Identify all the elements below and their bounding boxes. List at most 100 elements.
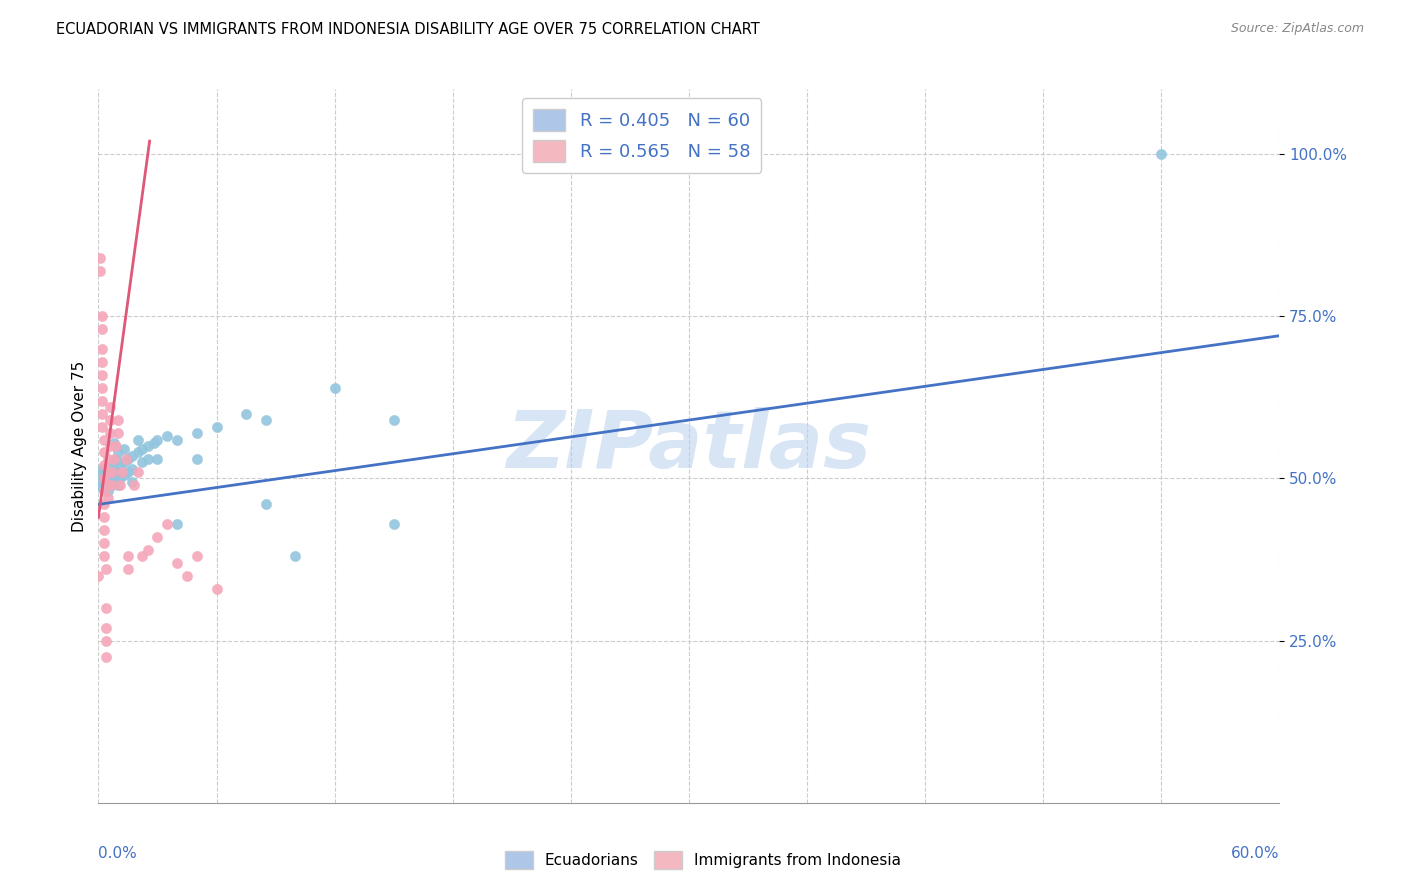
Point — [93, 445, 115, 459]
Point — [136, 452, 159, 467]
Point — [142, 435, 165, 450]
Point — [166, 433, 188, 447]
Point — [111, 465, 134, 479]
Point — [115, 452, 138, 467]
Point — [107, 425, 129, 440]
Point — [131, 549, 153, 564]
Point — [101, 465, 124, 479]
Text: ECUADORIAN VS IMMIGRANTS FROM INDONESIA DISABILITY AGE OVER 75 CORRELATION CHART: ECUADORIAN VS IMMIGRANTS FROM INDONESIA … — [56, 22, 761, 37]
Legend: R = 0.405   N = 60, R = 0.565   N = 58: R = 0.405 N = 60, R = 0.565 N = 58 — [522, 98, 761, 173]
Point — [254, 413, 277, 427]
Point — [136, 542, 159, 557]
Point — [93, 536, 115, 550]
Point — [127, 445, 149, 459]
Point — [101, 471, 124, 485]
Point — [146, 433, 169, 447]
Point — [93, 484, 115, 499]
Point — [146, 530, 169, 544]
Point — [117, 549, 139, 564]
Point — [107, 445, 129, 459]
Point — [91, 461, 114, 475]
Point — [103, 435, 125, 450]
Point — [98, 413, 121, 427]
Point — [87, 568, 110, 582]
Point — [103, 452, 125, 467]
Point — [186, 425, 208, 440]
Text: ZIPatlas: ZIPatlas — [506, 407, 872, 485]
Point — [93, 471, 115, 485]
Point — [91, 393, 114, 408]
Point — [101, 478, 124, 492]
Legend: Ecuadorians, Immigrants from Indonesia: Ecuadorians, Immigrants from Indonesia — [499, 845, 907, 875]
Point — [97, 465, 120, 479]
Point — [97, 465, 120, 479]
Point — [105, 439, 128, 453]
Y-axis label: Disability Age Over 75: Disability Age Over 75 — [72, 360, 87, 532]
Point — [93, 433, 115, 447]
Point — [89, 251, 111, 265]
Point — [103, 455, 125, 469]
Point — [108, 478, 131, 492]
Point — [121, 475, 143, 489]
Point — [131, 455, 153, 469]
Point — [105, 452, 128, 467]
Point — [117, 465, 139, 479]
Point — [91, 354, 114, 368]
Point — [98, 400, 121, 414]
Point — [96, 649, 118, 664]
Point — [166, 516, 188, 531]
Point — [254, 497, 277, 511]
Point — [284, 549, 307, 564]
Point — [205, 582, 228, 596]
Point — [96, 562, 118, 576]
Point — [166, 556, 188, 570]
Point — [108, 471, 131, 485]
Point — [91, 419, 114, 434]
Point — [97, 452, 120, 467]
Point — [122, 478, 145, 492]
Point — [93, 471, 115, 485]
Point — [117, 452, 139, 467]
Point — [96, 475, 118, 489]
Point — [91, 322, 114, 336]
Point — [98, 468, 121, 483]
Point — [96, 633, 118, 648]
Point — [93, 478, 115, 492]
Point — [382, 516, 405, 531]
Point — [136, 439, 159, 453]
Point — [93, 549, 115, 564]
Point — [103, 468, 125, 483]
Point — [105, 471, 128, 485]
Point — [91, 368, 114, 382]
Point — [235, 407, 257, 421]
Point — [107, 465, 129, 479]
Text: Source: ZipAtlas.com: Source: ZipAtlas.com — [1230, 22, 1364, 36]
Point — [98, 475, 121, 489]
Point — [107, 478, 129, 492]
Point — [91, 381, 114, 395]
Point — [93, 497, 115, 511]
Point — [97, 491, 120, 505]
Point — [91, 407, 114, 421]
Point — [93, 510, 115, 524]
Point — [112, 442, 135, 457]
Point — [96, 601, 118, 615]
Point — [101, 478, 124, 492]
Point — [127, 465, 149, 479]
Point — [91, 310, 114, 324]
Text: 60.0%: 60.0% — [1232, 846, 1279, 861]
Point — [101, 465, 124, 479]
Point — [89, 264, 111, 278]
Point — [97, 471, 120, 485]
Point — [108, 458, 131, 473]
Point — [98, 439, 121, 453]
Point — [112, 468, 135, 483]
Point — [127, 433, 149, 447]
Point — [131, 442, 153, 457]
Point — [121, 461, 143, 475]
Text: 0.0%: 0.0% — [98, 846, 138, 861]
Point — [91, 342, 114, 356]
Point — [91, 468, 114, 483]
Point — [93, 465, 115, 479]
Point — [1150, 147, 1173, 161]
